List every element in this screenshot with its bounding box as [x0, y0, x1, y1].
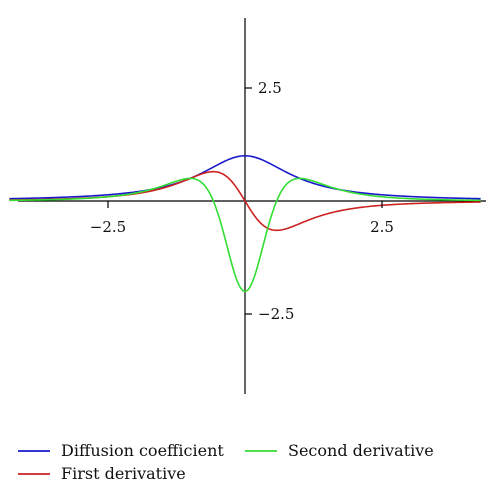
ticks-layer: −2.5 2.5 2.5 −2.5: [90, 79, 394, 323]
x-tick-label: −2.5: [90, 218, 126, 236]
series-line-second-derivative: [9, 177, 481, 293]
x-tick-label: 2.5: [370, 218, 394, 236]
series-layer: [9, 154, 481, 293]
legend-label: First derivative: [61, 464, 186, 483]
y-tick-label: 2.5: [258, 79, 282, 97]
axes: [18, 18, 486, 394]
legend-label: Second derivative: [288, 441, 434, 460]
legend-label: Diffusion coefficient: [61, 441, 224, 460]
series-line-diffusion-coefficient: [9, 154, 481, 200]
legend: Diffusion coefficient Second derivative Fi…: [18, 441, 434, 483]
y-tick-label: −2.5: [258, 305, 294, 323]
